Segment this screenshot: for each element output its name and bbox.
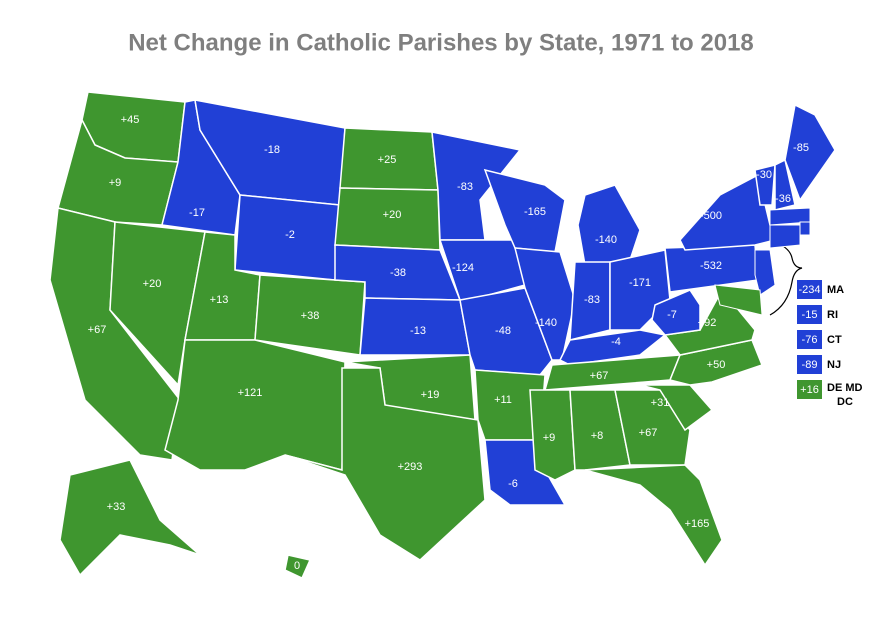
state [769,224,801,249]
state-label: +19 [421,389,440,401]
state-label: +121 [238,387,263,399]
map-title: Net Change in Catholic Parishes by State… [128,29,754,56]
inset-name: NJ [827,359,841,371]
state-label: -36 [775,193,791,205]
state-label: +31 [651,397,670,409]
inset-value: -89 [802,359,818,371]
state-label: +50 [707,359,726,371]
state-label: -13 [410,325,426,337]
state-label: -7 [667,309,677,321]
state-label: +165 [685,518,710,530]
inset-value: +16 [800,384,819,396]
state-label: -30 [756,169,772,181]
state-label: -6 [508,478,518,490]
state-label: -83 [457,181,473,193]
state-label: +13 [210,294,229,306]
state [284,367,486,561]
state [754,164,776,206]
state-label: -165 [524,206,546,218]
inset-value: -234 [798,284,820,296]
inset-name: RI [827,309,838,321]
state [639,384,714,432]
state [284,554,312,580]
state [577,184,641,266]
state-label: +11 [494,394,512,406]
state-label: +20 [143,278,162,290]
state-label: -2 [285,229,295,241]
state-label: +25 [378,154,397,166]
state-label: -83 [584,294,600,306]
state-label: -38 [390,267,406,279]
state-label: +45 [121,114,140,126]
state-label: +9 [543,432,556,444]
state-label: +67 [639,427,658,439]
state-label: -124 [452,262,474,274]
state-label: +9 [109,177,122,189]
state-label: -500 [700,210,722,222]
state [714,284,763,316]
state-label: 0 [294,560,300,572]
inset-name: CT [827,334,842,346]
state-label: +293 [398,461,423,473]
state-label: -140 [535,317,557,329]
state-label: +8 [591,430,604,442]
state-label: -18 [264,144,280,156]
state-label: -4 [611,336,621,348]
state-label: +67 [590,370,609,382]
inset-box [797,280,822,299]
state [569,389,631,471]
state-label: -140 [595,234,617,246]
state [529,389,576,481]
state-label: +92 [698,317,717,329]
inset-value: -76 [802,334,818,346]
state [754,249,776,296]
inset-value: -15 [802,309,818,321]
state-label: +20 [383,209,402,221]
state-label: -85 [793,142,809,154]
inset-name: MA [827,284,844,296]
state-label: -532 [700,260,722,272]
inset-box [797,380,822,399]
inset-box [797,305,822,324]
bracket [769,241,803,316]
state [109,221,206,387]
state-label: -171 [629,277,651,289]
state-label: -17 [189,207,205,219]
inset-box [797,330,822,349]
state-label: -48 [495,325,511,337]
state-label: +67 [88,324,107,336]
state-label: +33 [107,501,126,513]
state [774,158,796,211]
state [59,459,201,577]
inset-name: DE MD DC [827,382,863,408]
state [799,221,811,236]
inset-box [797,355,822,374]
state [164,339,346,471]
state [584,464,723,567]
state-label: +38 [301,310,320,322]
state [784,103,836,202]
